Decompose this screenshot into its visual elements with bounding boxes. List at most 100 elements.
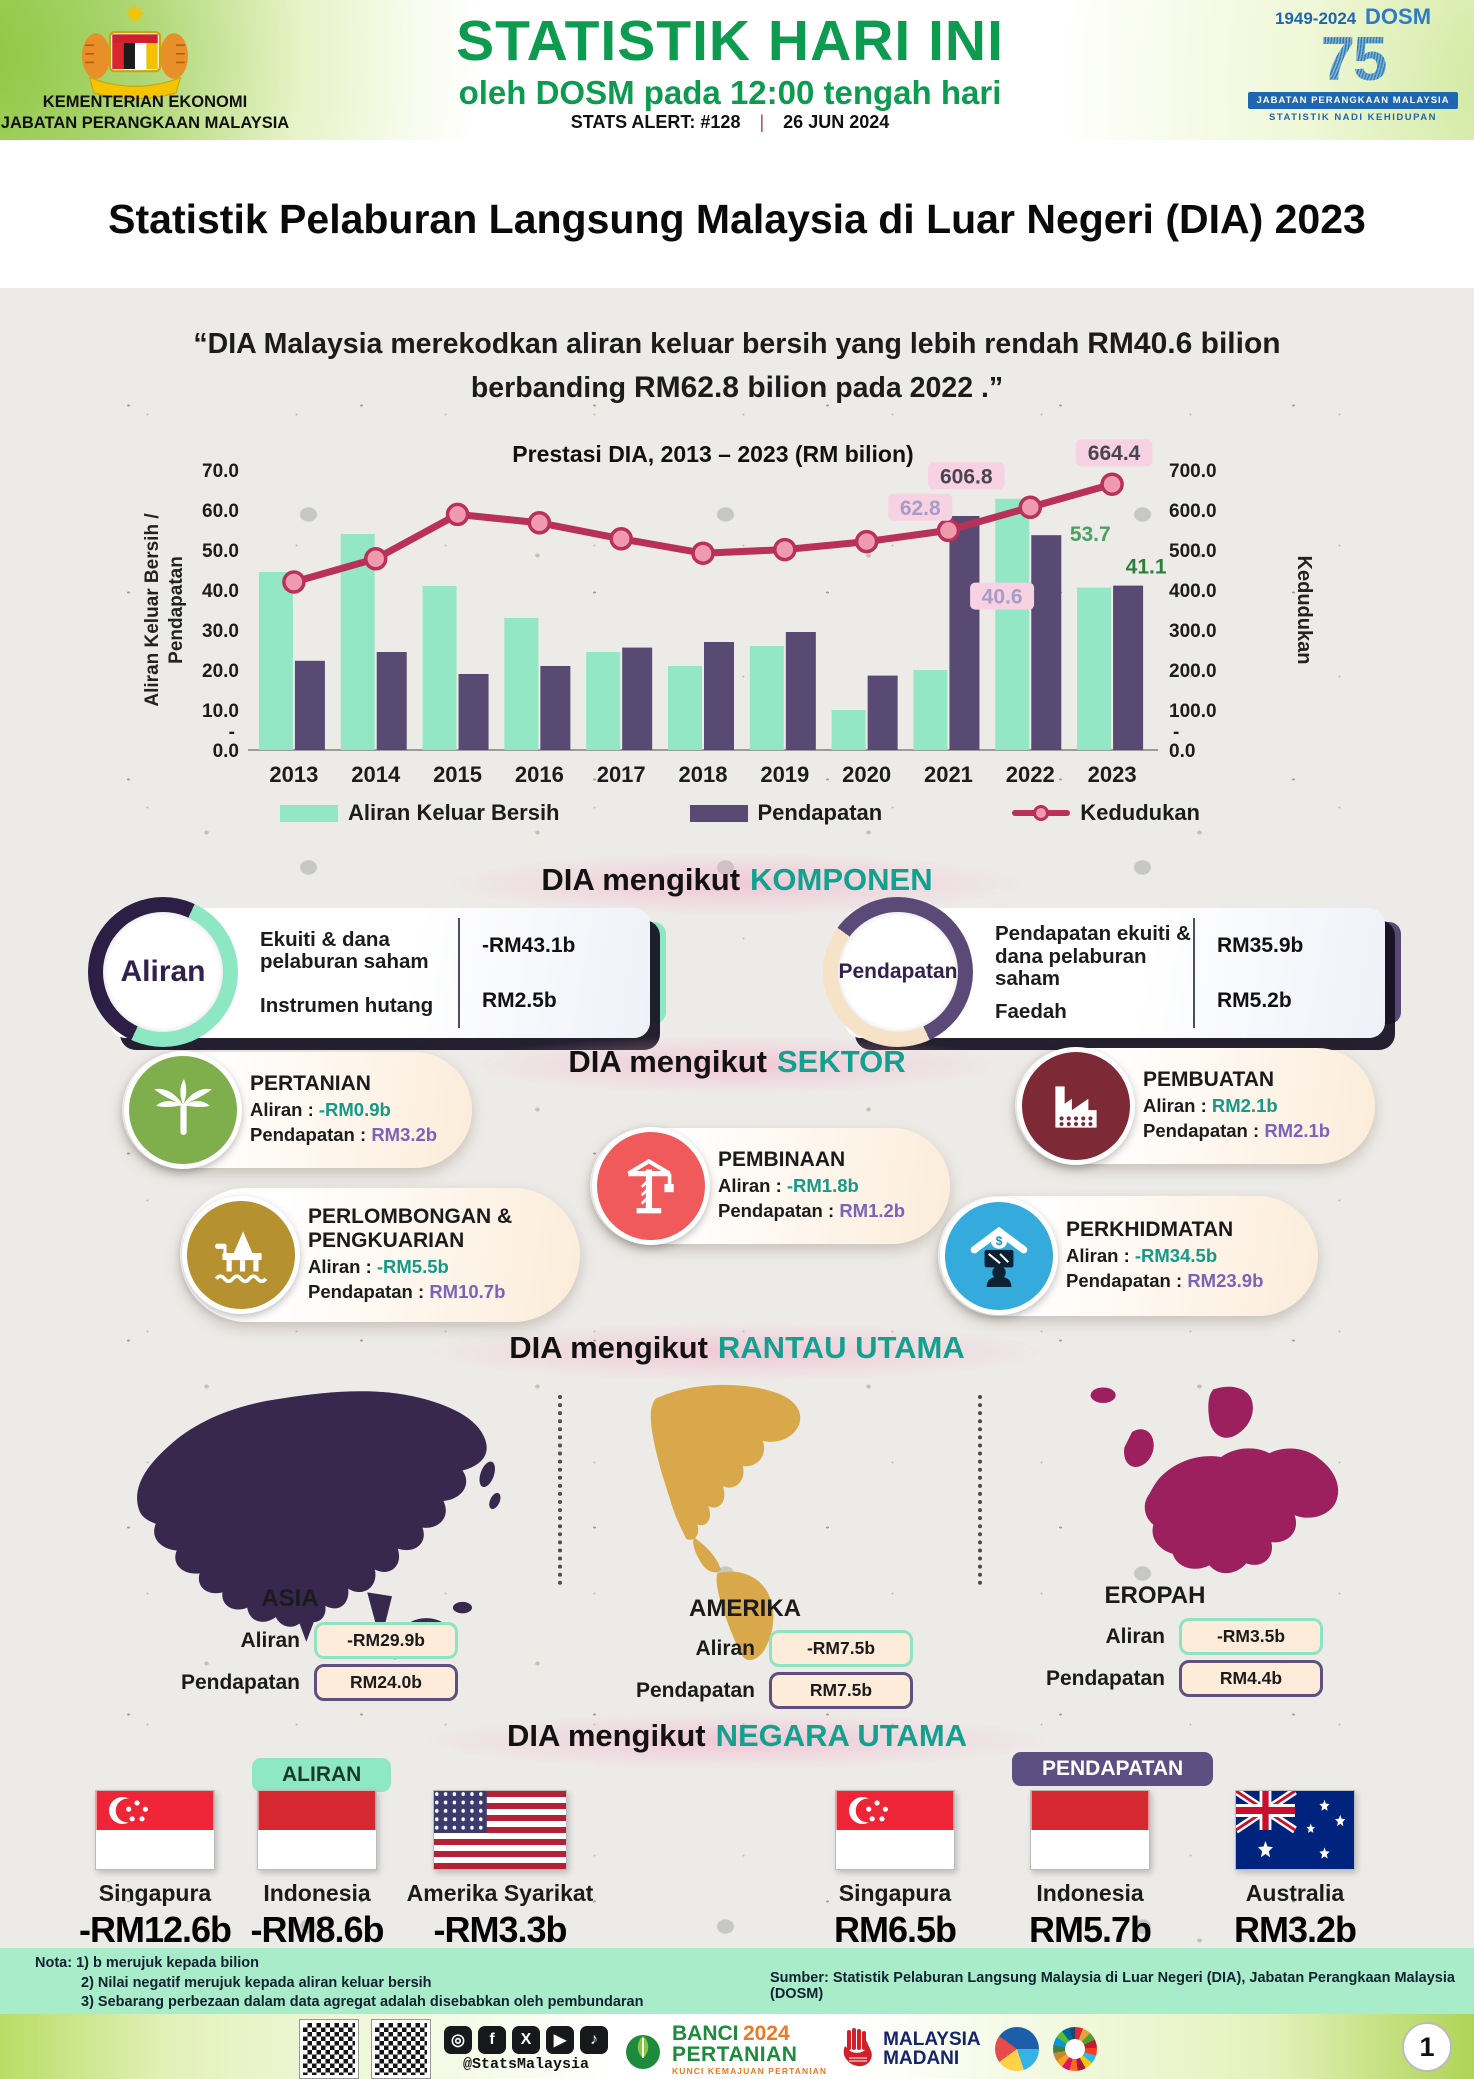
services-icon: $ [940, 1197, 1058, 1315]
chart-canvas: Prestasi DIA, 2013 – 2023 (RM bilion) 70.… [142, 439, 1315, 787]
section-heading-sektor: DIA mengikut SEKTOR [568, 1044, 906, 1079]
svg-text:2017: 2017 [597, 762, 646, 787]
country-name: Indonesia [263, 1880, 371, 1906]
page-title: Statistik Pelaburan Langsung Malaysia di… [108, 196, 1366, 242]
instagram-icon[interactable]: ◎ [444, 2025, 472, 2054]
svg-text:-: - [229, 722, 235, 743]
svg-text:Kedudukan: Kedudukan [1293, 556, 1315, 665]
americas-map [625, 1368, 835, 1661]
header-banner: KEMENTERIAN EKONOMI JABATAN PERANGKAAN M… [0, 0, 1474, 140]
komponen-value: -RM43.1b [482, 933, 576, 957]
flag-usa [433, 1790, 567, 1870]
x-icon[interactable]: X [512, 2025, 540, 2054]
dosm-brand: DOSM [1365, 4, 1432, 29]
svg-text:500.0: 500.0 [1169, 541, 1217, 562]
region-pendapatan-pill: RM24.0b [314, 1664, 458, 1701]
svg-text:0.0: 0.0 [1169, 741, 1195, 762]
country-value: RM5.7b [1028, 1909, 1152, 1950]
sector-card-pembinaan: PEMBINAAN Aliran : -RM1.8b Pendapatan : … [590, 1127, 950, 1245]
legend-aliran-keluar-bersih: Aliran Keluar Bersih [279, 800, 560, 826]
qr-code [371, 2019, 431, 2079]
flag-singapore [95, 1790, 215, 1870]
facebook-icon[interactable]: f [478, 2025, 506, 2054]
svg-text:-: - [1173, 722, 1179, 743]
key-quote: “DIA Malaysia merekodkan aliran keluar b… [140, 322, 1334, 409]
sector-name: PERKHIDMATAN [1066, 1217, 1234, 1241]
country-value: -RM8.6b [250, 1909, 384, 1950]
banner-subtitle: oleh DOSM pada 12:00 tengah hari [458, 74, 1002, 111]
sector-pendapatan-value: RM1.2b [839, 1200, 906, 1222]
stats-alert: STATS ALERT: #128 [570, 112, 741, 132]
sdg-wheel-logo [1052, 2027, 1097, 2071]
region-aliran-pill: -RM7.5b [769, 1630, 913, 1667]
quote-value-2023: RM40.6 bilion [1087, 327, 1281, 360]
sector-card-pertanian: PERTANIAN Aliran : -RM0.9b Pendapatan : … [122, 1051, 472, 1169]
svg-text:300.0: 300.0 [1169, 621, 1217, 642]
region-name-asia: ASIA [261, 1585, 319, 1612]
svg-text:Aliran Keluar Bersih /: Aliran Keluar Bersih / [142, 513, 163, 707]
sector-name: PERLOMBONGAN & PENGKUARIAN [308, 1205, 513, 1252]
dosm-tagline: STATISTIK NADI KEHIDUPAN [1269, 112, 1437, 123]
footer-bar: ◎ f X ▶ ♪ @StatsMalaysia BANCI 2024 PERT… [0, 2014, 1474, 2079]
svg-text:Prestasi DIA, 2013 – 2023 (RM: Prestasi DIA, 2013 – 2023 (RM bilion) [512, 441, 913, 467]
legend-pendapatan: Pendapatan [689, 800, 882, 826]
country-name: Indonesia [1036, 1880, 1144, 1906]
komponen-label: Ekuiti & dana pelaburan saham [260, 927, 429, 974]
region-aliran-pill: -RM29.9b [314, 1622, 458, 1659]
banner-title: STATISTIK HARI INI [456, 9, 1004, 73]
factory-icon [1017, 1047, 1135, 1165]
sector-aliran-value: -RM5.5b [376, 1255, 449, 1277]
svg-text:50.0: 50.0 [202, 541, 239, 562]
country-card-indonesia-aliran: Indonesia -RM8.6b [222, 1790, 412, 1951]
sector-aliran-value: -RM34.5b [1134, 1245, 1218, 1267]
sector-aliran-value: -RM1.8b [786, 1175, 859, 1197]
svg-text:60.0: 60.0 [202, 501, 239, 522]
youtube-icon[interactable]: ▶ [546, 2025, 574, 2054]
komponen-label: Instrumen hutang [260, 993, 434, 1017]
region-eropah-aliran: Aliran -RM3.5b [1035, 1618, 1323, 1655]
region-name-eropah: EROPAH [1104, 1582, 1206, 1609]
dotted-separator [558, 1395, 562, 1585]
social-handle[interactable]: @StatsMalaysia [462, 2055, 590, 2073]
stats-alert-line: STATS ALERT: #128 | 26 JUN 2024 [380, 112, 1080, 133]
svg-text:100.0: 100.0 [1169, 701, 1217, 722]
sector-name: PEMBUATAN [1143, 1067, 1275, 1091]
aliran-tag: ALIRAN [252, 1758, 392, 1792]
country-value: -RM12.6b [78, 1909, 232, 1950]
europe-map [1068, 1372, 1378, 1602]
svg-text:606.8: 606.8 [940, 465, 993, 488]
svg-text:53.7: 53.7 [1070, 523, 1111, 546]
section-heading-negara: DIA mengikut NEGARA UTAMA [506, 1718, 968, 1753]
heading-glow [412, 1712, 1062, 1770]
malaysia-coat-of-arms [70, 4, 200, 100]
flag-indonesia [1030, 1790, 1150, 1870]
svg-text:70.0: 70.0 [202, 461, 239, 482]
dotted-separator [978, 1395, 982, 1585]
svg-text:700.0: 700.0 [1169, 461, 1217, 482]
flag-indonesia [257, 1790, 377, 1870]
banci-pertanian-logo: BANCI 2024 PERTANIAN KUNCI KEMAJUAN PERT… [622, 2023, 827, 2076]
sector-card-perkhidmatan: $ PERKHIDMATAN Aliran : -RM34.5b Pendapa… [938, 1196, 1318, 1316]
tiktok-icon[interactable]: ♪ [580, 2025, 608, 2054]
svg-text:20.0: 20.0 [202, 661, 239, 682]
country-value: RM6.5b [833, 1909, 957, 1950]
country-card-singapura-aliran: Singapura -RM12.6b [60, 1790, 250, 1951]
komponen-card-pendapatan: Pendapatan ekuiti & dana pelaburan saham… [823, 897, 1401, 1047]
komponen-value: RM5.2b [1217, 988, 1292, 1012]
region-asia-pendapatan: Pendapatan RM24.0b [170, 1664, 458, 1701]
malaysia-madani-logo: MALAYSIA MADANI [841, 2028, 981, 2070]
asia-map [112, 1358, 512, 1660]
country-card-amerika-syarikat-aliran: Amerika Syarikat -RM3.3b [395, 1790, 605, 1951]
crane-icon [592, 1127, 710, 1245]
legend-kedudukan: Kedudukan [1012, 800, 1200, 826]
sector-pendapatan-value: RM10.7b [429, 1280, 506, 1302]
stats-date: 26 JUN 2024 [783, 112, 890, 132]
region-aliran-pill: -RM3.5b [1179, 1618, 1323, 1655]
legend-swatch-line [1012, 805, 1071, 821]
region-pendapatan-pill: RM7.5b [769, 1672, 913, 1709]
svg-text:2023: 2023 [1088, 762, 1137, 787]
sector-pendapatan-value: RM23.9b [1187, 1270, 1264, 1292]
sector-pendapatan-value: RM2.1b [1264, 1120, 1331, 1142]
svg-text:2015: 2015 [433, 762, 482, 787]
